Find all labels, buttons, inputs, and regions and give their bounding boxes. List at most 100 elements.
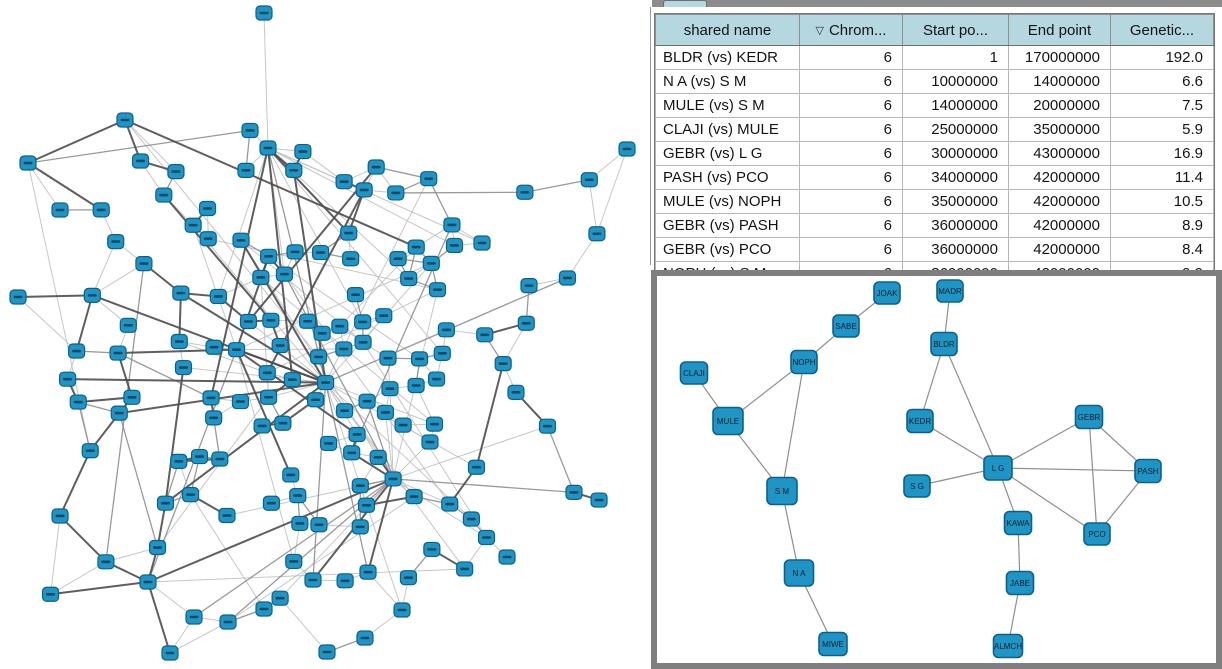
network-node[interactable] — [357, 497, 376, 513]
network-node[interactable] — [155, 187, 173, 203]
network-node[interactable] — [119, 317, 137, 333]
network-node[interactable] — [260, 248, 278, 264]
network-node[interactable] — [227, 342, 246, 358]
network-node[interactable] — [312, 244, 330, 261]
network-node[interactable] — [291, 515, 309, 532]
network-node-noph[interactable]: NOPH — [790, 349, 818, 375]
network-node[interactable] — [335, 174, 353, 190]
network-node[interactable] — [253, 418, 271, 434]
network-node[interactable] — [241, 122, 259, 139]
network-node[interactable] — [304, 572, 322, 588]
network-node[interactable] — [393, 602, 411, 618]
network-node[interactable] — [271, 337, 289, 354]
network-edge[interactable] — [919, 343, 945, 422]
network-node[interactable] — [167, 164, 185, 180]
network-node[interactable] — [437, 322, 455, 338]
network-node[interactable] — [309, 349, 328, 365]
network-node[interactable] — [184, 217, 202, 233]
network-node[interactable] — [211, 451, 229, 467]
network-node[interactable] — [400, 270, 418, 287]
network-node-gebr[interactable]: GEBR — [1074, 404, 1104, 430]
network-node[interactable] — [289, 488, 307, 504]
network-node-pco[interactable]: PCO — [1083, 522, 1111, 546]
network-node[interactable] — [181, 487, 200, 503]
network-node[interactable] — [421, 434, 439, 450]
network-node[interactable] — [139, 574, 157, 590]
network-node[interactable] — [294, 143, 312, 160]
network-node[interactable] — [590, 492, 608, 508]
network-node[interactable] — [428, 282, 447, 298]
network-edge[interactable] — [1088, 416, 1098, 535]
table-row[interactable]: GEBR (vs) PASH 6 36000000 42000000 8.9 — [655, 213, 1214, 238]
network-node[interactable] — [81, 443, 99, 459]
network-node[interactable] — [354, 314, 372, 330]
network-node[interactable] — [394, 417, 412, 433]
network-node[interactable] — [9, 289, 27, 305]
network-node[interactable] — [285, 553, 303, 570]
network-node[interactable] — [359, 564, 377, 580]
network-node[interactable] — [427, 371, 446, 387]
network-node[interactable] — [473, 235, 491, 251]
network-node[interactable] — [41, 586, 60, 602]
network-node[interactable] — [83, 287, 101, 303]
table-row[interactable]: GEBR (vs) PCO 6 36000000 42000000 8.4 — [655, 237, 1214, 262]
table-row[interactable]: PASH (vs) PCO 6 34000000 42000000 11.4 — [655, 165, 1214, 190]
network-node[interactable] — [271, 590, 289, 606]
network-node[interactable] — [331, 318, 349, 334]
network-node[interactable] — [283, 372, 301, 388]
network-node[interactable] — [358, 393, 376, 409]
network-node[interactable] — [588, 226, 606, 242]
network-node[interactable] — [335, 341, 353, 357]
network-node[interactable] — [336, 403, 354, 419]
network-node[interactable] — [199, 231, 217, 247]
network-node[interactable] — [170, 333, 188, 350]
network-node-l-g[interactable]: L G — [983, 455, 1013, 481]
network-edge[interactable] — [997, 467, 1149, 472]
network-node[interactable] — [190, 448, 209, 465]
network-node[interactable] — [239, 313, 258, 330]
network-node[interactable] — [218, 507, 236, 524]
overview-network-canvas[interactable] — [0, 0, 655, 669]
network-node[interactable] — [348, 426, 366, 443]
network-node[interactable] — [342, 251, 360, 267]
network-node[interactable] — [156, 495, 175, 511]
column-header-genetic[interactable]: Genetic... — [1110, 14, 1214, 46]
network-node[interactable] — [445, 237, 464, 254]
network-node[interactable] — [282, 467, 300, 483]
network-node[interactable] — [317, 374, 335, 391]
network-node[interactable] — [407, 377, 425, 394]
network-node[interactable] — [110, 405, 128, 421]
network-node[interactable] — [354, 334, 372, 350]
network-node[interactable] — [286, 244, 304, 260]
network-node[interactable] — [422, 255, 440, 271]
network-node[interactable] — [51, 508, 69, 524]
network-node[interactable] — [306, 392, 325, 408]
network-node[interactable] — [205, 339, 223, 355]
network-node[interactable] — [405, 488, 423, 505]
network-node[interactable] — [320, 435, 338, 452]
network-node[interactable] — [462, 511, 480, 527]
network-node[interactable] — [59, 371, 77, 387]
network-node-almch[interactable]: ALMCH — [992, 633, 1024, 659]
network-node-madr[interactable]: MADR — [936, 279, 964, 303]
network-node[interactable] — [116, 112, 134, 128]
network-node[interactable] — [135, 255, 153, 272]
network-node[interactable] — [310, 517, 328, 533]
network-node[interactable] — [313, 325, 331, 341]
network-node[interactable] — [202, 390, 220, 406]
network-node-bldr[interactable]: BLDR — [930, 331, 958, 357]
network-node[interactable] — [520, 278, 538, 294]
network-node[interactable] — [255, 601, 273, 617]
network-node-mule[interactable]: MULE — [712, 406, 744, 436]
network-node[interactable] — [131, 153, 150, 169]
network-node[interactable] — [425, 416, 444, 432]
network-node[interactable] — [68, 343, 86, 359]
network-node[interactable] — [367, 159, 385, 175]
network-node[interactable] — [351, 478, 369, 494]
network-node[interactable] — [507, 384, 525, 400]
network-node[interactable] — [494, 356, 512, 372]
network-node[interactable] — [275, 266, 294, 282]
network-node[interactable] — [407, 239, 425, 255]
network-node[interactable] — [232, 232, 250, 248]
network-node[interactable] — [346, 287, 365, 303]
